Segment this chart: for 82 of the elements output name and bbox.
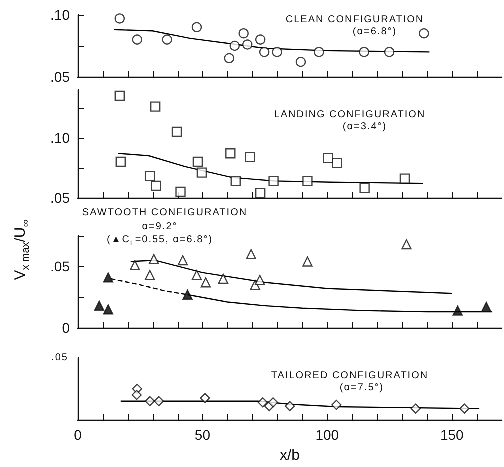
y-tick-label: .05 [50, 69, 70, 85]
text: TAILORED CONFIGURATION [271, 370, 429, 382]
point [196, 168, 208, 178]
point [144, 396, 156, 406]
point [178, 255, 188, 266]
point [296, 57, 306, 68]
text: SAWTOOTH CONFIGURATION [82, 208, 248, 218]
point [360, 183, 370, 194]
point [200, 278, 212, 288]
point [452, 306, 463, 316]
annotation: LANDING CONFIGURATION [274, 110, 426, 120]
point [230, 176, 241, 186]
point [144, 171, 156, 182]
point [259, 47, 270, 58]
point [255, 34, 266, 45]
point [258, 398, 268, 408]
point [268, 176, 279, 186]
annotation: (α=3.4°) [342, 122, 388, 132]
point [255, 188, 266, 198]
point [132, 34, 142, 45]
point [272, 47, 282, 58]
point [419, 28, 430, 39]
point [162, 34, 172, 45]
point [176, 186, 186, 198]
y-tick-label: .10 [50, 7, 70, 23]
point [192, 270, 202, 280]
point [224, 53, 234, 64]
point [103, 304, 114, 315]
point [238, 28, 249, 39]
point [130, 260, 140, 271]
x-tick-label: 0 [74, 427, 82, 443]
point [302, 176, 313, 186]
point [148, 254, 160, 264]
point [200, 393, 210, 404]
y-tick-label: .05 [50, 258, 70, 275]
point [332, 158, 342, 168]
point [402, 239, 412, 250]
annotation: CLEAN CONFIGURATION [286, 14, 424, 26]
point [268, 398, 278, 408]
point [284, 401, 296, 412]
text: α=9.2° [142, 222, 178, 232]
annotation: (▲C$_{L}$=0.55, α=6.8°) [106, 234, 214, 248]
point [114, 90, 125, 102]
point [323, 153, 334, 164]
annotation: (α=7.5°) [340, 382, 384, 394]
point [410, 404, 422, 414]
annotation: (α=6.8°) [352, 26, 398, 38]
point [132, 390, 142, 400]
point [94, 300, 105, 312]
point [314, 47, 324, 58]
point [154, 396, 164, 406]
point [150, 102, 161, 112]
point [192, 156, 204, 168]
point [116, 156, 126, 168]
point [182, 290, 193, 300]
point [246, 249, 256, 260]
point [114, 14, 125, 24]
point [226, 148, 236, 159]
point [302, 256, 313, 267]
point [192, 22, 202, 32]
point [332, 400, 342, 410]
point [459, 404, 470, 414]
x-tick-label: 50 [194, 427, 211, 443]
point [230, 40, 240, 52]
point [384, 47, 395, 58]
y-tick-label: .10 [50, 130, 70, 146]
point [103, 272, 114, 283]
point [254, 275, 266, 286]
point [151, 180, 162, 192]
x-tick-label: 150 [440, 427, 464, 443]
point [400, 174, 410, 184]
x-tick-label: 100 [316, 427, 340, 443]
point [144, 270, 156, 280]
y-tick-label: .05 [50, 190, 70, 206]
x-axis-title: x/b [280, 447, 300, 464]
point [218, 274, 229, 284]
point [242, 40, 253, 50]
point [359, 47, 370, 58]
point [245, 152, 256, 162]
point [172, 126, 182, 138]
y-tick-label: 0 [62, 320, 70, 336]
point [481, 302, 492, 312]
